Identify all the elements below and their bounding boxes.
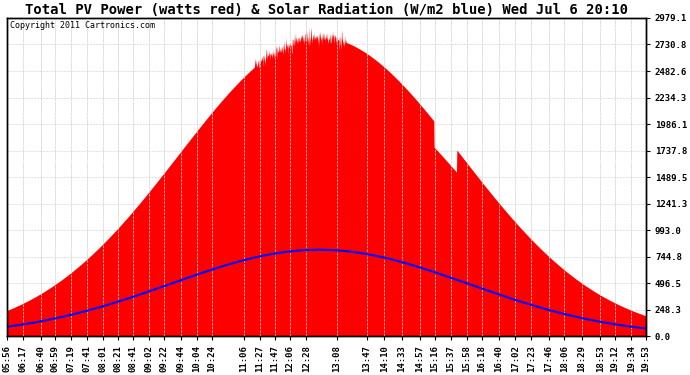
Title: Total PV Power (watts red) & Solar Radiation (W/m2 blue) Wed Jul 6 20:10: Total PV Power (watts red) & Solar Radia…	[25, 3, 628, 17]
Text: Copyright 2011 Cartronics.com: Copyright 2011 Cartronics.com	[10, 21, 155, 30]
